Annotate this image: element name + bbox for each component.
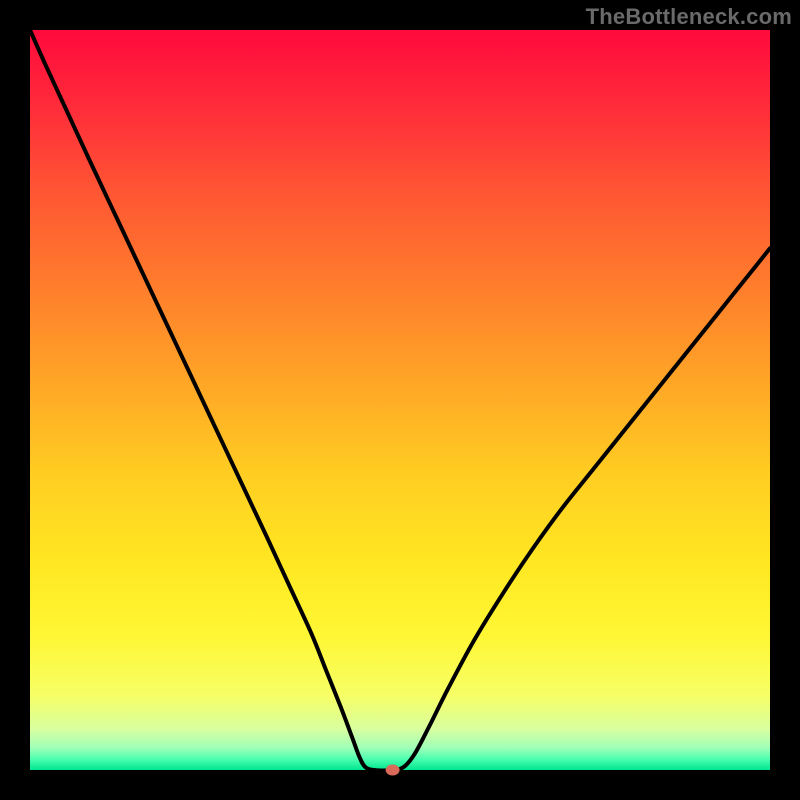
optimum-marker (386, 765, 400, 776)
plot-background (30, 30, 770, 770)
watermark-label: TheBottleneck.com (586, 4, 792, 30)
chart-svg (0, 0, 800, 800)
bottleneck-chart: TheBottleneck.com (0, 0, 800, 800)
